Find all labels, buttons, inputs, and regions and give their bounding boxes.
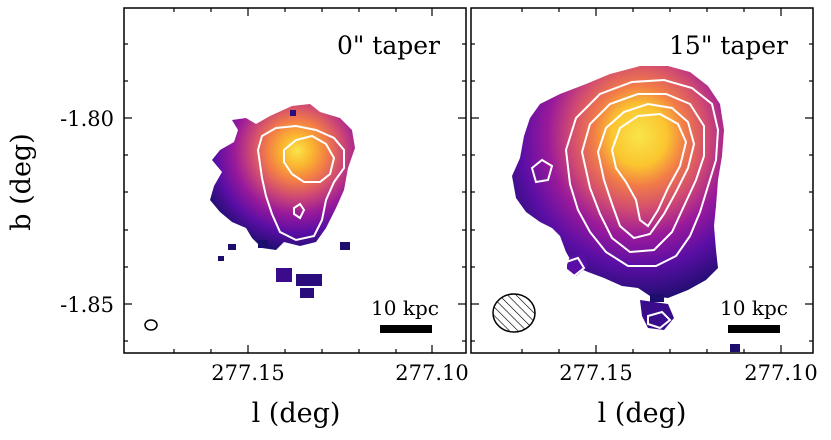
- panel-right-title: 15" taper: [669, 31, 788, 60]
- panel-left-title: 0" taper: [337, 31, 440, 60]
- contours-left: [256, 124, 345, 242]
- ylabel: b (deg): [6, 133, 37, 230]
- ytick-label: -1.85: [60, 293, 114, 317]
- xtick-label: 277.15: [211, 361, 284, 385]
- ticks-right: [471, 8, 813, 353]
- ytick-label: -1.80: [60, 107, 114, 131]
- scalebar-label-left: 10 kpc: [371, 296, 439, 320]
- beam-ellipse-left: [144, 319, 158, 331]
- panel-left: 10 kpc 0" taper -1.80 -1.85 27: [60, 7, 469, 429]
- xlabel-left: l (deg): [252, 398, 341, 429]
- scalebar-left: [380, 325, 432, 333]
- scalebar-right: [728, 325, 780, 333]
- beam-ellipse-right: [492, 293, 536, 333]
- xlabel-right: l (deg): [598, 398, 687, 429]
- ticks-left: [124, 8, 466, 353]
- scalebar-label-right: 10 kpc: [720, 296, 788, 320]
- xtick-label: 277.10: [395, 361, 468, 385]
- xtick-label: 277.15: [559, 361, 632, 385]
- contours-right: [530, 78, 720, 330]
- panel-right: 10 kpc 15" taper 277.15 277.10 l (deg): [470, 7, 818, 429]
- xtick-label: 277.10: [744, 361, 817, 385]
